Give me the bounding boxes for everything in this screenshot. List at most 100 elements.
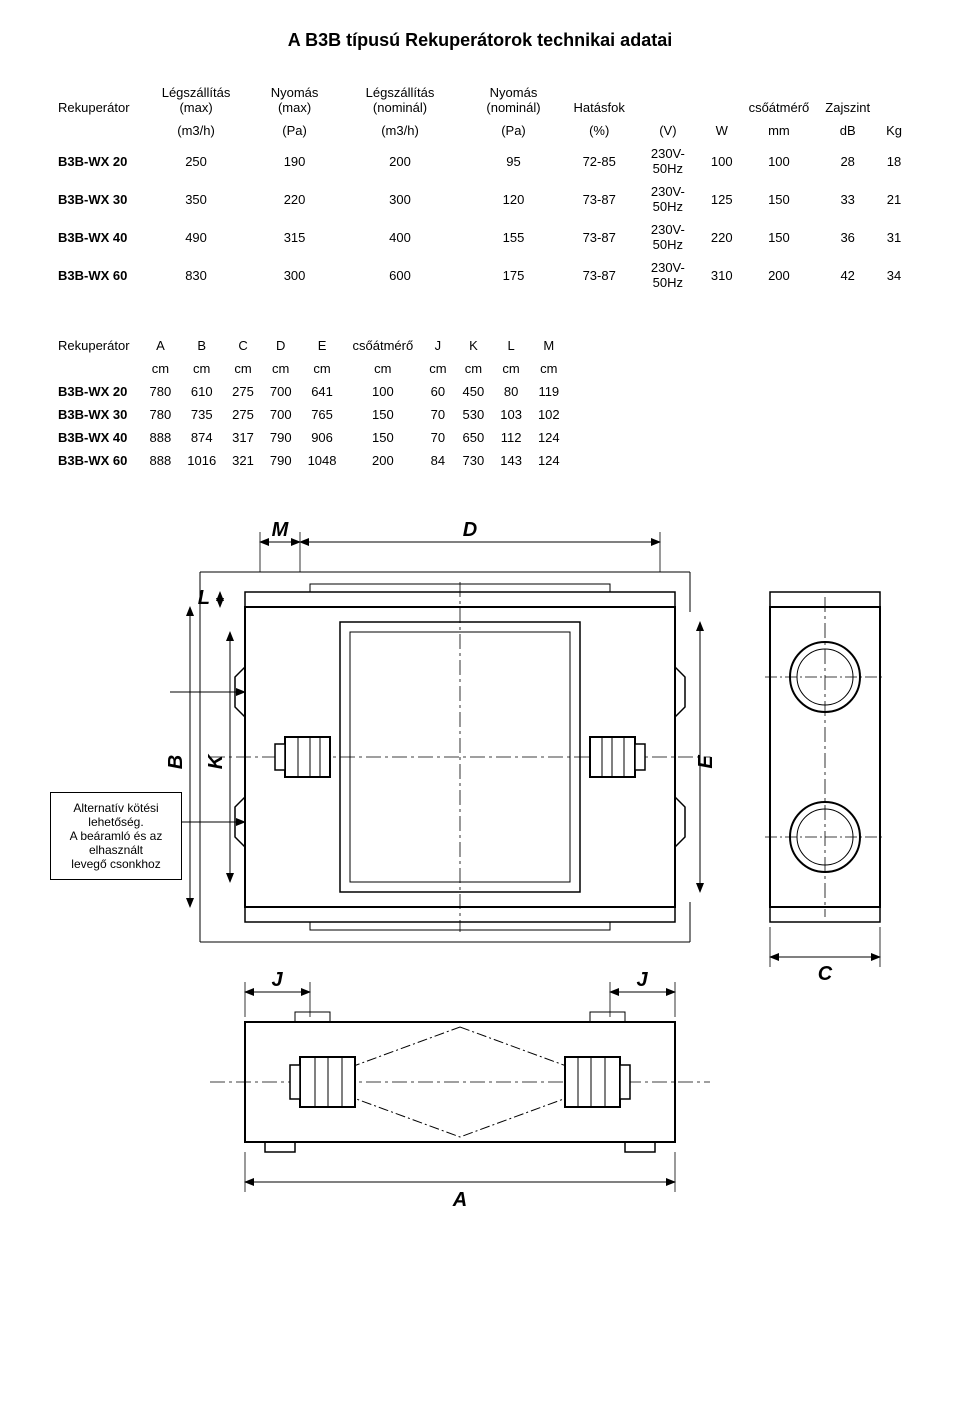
cell: 1016 [179, 449, 224, 472]
t2-u4: cm [262, 357, 300, 380]
t2-h1: A [142, 334, 180, 357]
t1-u0 [50, 119, 142, 142]
note-line: elhasznált [89, 843, 143, 857]
t2-u1: cm [142, 357, 180, 380]
t2-u9: cm [492, 357, 530, 380]
cell: 125 [703, 180, 741, 218]
cell: 124 [530, 426, 568, 449]
cell: 220 [251, 180, 339, 218]
t2-u8: cm [455, 357, 493, 380]
t2-h7: J [421, 334, 454, 357]
cell: 610 [179, 380, 224, 403]
cell: B3B-WX 30 [50, 403, 142, 426]
cell: 119 [530, 380, 568, 403]
cell: 700 [262, 380, 300, 403]
cell: B3B-WX 60 [50, 256, 142, 294]
t2-h4: D [262, 334, 300, 357]
cell: 18 [878, 142, 910, 180]
cell: 72-85 [566, 142, 633, 180]
alternative-connection-note: Alternatív kötési lehetőség. A beáramló … [50, 792, 182, 880]
cell: 450 [455, 380, 493, 403]
cell: 830 [142, 256, 251, 294]
t1-u2: (Pa) [251, 119, 339, 142]
t2-u2: cm [179, 357, 224, 380]
cell: 73-87 [566, 218, 633, 256]
cell: 700 [262, 403, 300, 426]
t2-u6: cm [345, 357, 422, 380]
cell: 888 [142, 426, 180, 449]
cell: 100 [741, 142, 818, 180]
technical-drawing: Alternatív kötési lehetőség. A beáramló … [50, 512, 910, 1212]
cell: 190 [251, 142, 339, 180]
svg-text:E: E [695, 755, 717, 769]
t2-h8: K [455, 334, 493, 357]
cell: 112 [492, 426, 530, 449]
cell: 230V-50Hz [633, 256, 703, 294]
cell: B3B-WX 30 [50, 180, 142, 218]
t1-h4: Nyomás (nominál) [461, 81, 565, 119]
cell: 200 [339, 142, 462, 180]
spec-table-2: Rekuperátor A B C D E csőátmérő J K L M … [50, 334, 568, 472]
table-row: B3B-WX 4049031540015573-87230V-50Hz22015… [50, 218, 910, 256]
cell: 70 [421, 403, 454, 426]
svg-text:D: D [463, 519, 477, 541]
svg-text:J: J [636, 969, 648, 991]
cell: 888 [142, 449, 180, 472]
t2-h0: Rekuperátor [50, 334, 142, 357]
t2-u3: cm [224, 357, 262, 380]
cell: 641 [300, 380, 345, 403]
svg-text:M: M [272, 519, 290, 541]
t1-u8: mm [741, 119, 818, 142]
cell: 33 [817, 180, 878, 218]
cell: 80 [492, 380, 530, 403]
cell: 275 [224, 403, 262, 426]
cell: 317 [224, 426, 262, 449]
cell: 34 [878, 256, 910, 294]
page-title: A B3B típusú Rekuperátorok technikai ada… [50, 30, 910, 51]
t2-u7: cm [421, 357, 454, 380]
cell: 175 [461, 256, 565, 294]
cell: 28 [817, 142, 878, 180]
table-row: B3B-WX 202501902009572-85230V-50Hz100100… [50, 142, 910, 180]
cell: 220 [703, 218, 741, 256]
t1-u3: (m3/h) [339, 119, 462, 142]
cell: 230V-50Hz [633, 142, 703, 180]
t1-u5: (%) [566, 119, 633, 142]
t1-h3: Légszállítás (nominál) [339, 81, 462, 119]
cell: 100 [703, 142, 741, 180]
cell: 42 [817, 256, 878, 294]
cell: 124 [530, 449, 568, 472]
note-line: A beáramló és az [70, 829, 163, 843]
t1-u6: (V) [633, 119, 703, 142]
table-row: B3B-WX 3035022030012073-87230V-50Hz12515… [50, 180, 910, 218]
t1-h6 [633, 81, 703, 119]
cell: 230V-50Hz [633, 218, 703, 256]
note-line: Alternatív kötési [73, 801, 158, 815]
cell: 300 [251, 256, 339, 294]
svg-text:J: J [271, 969, 283, 991]
cell: 490 [142, 218, 251, 256]
cell: 150 [741, 180, 818, 218]
cell: 310 [703, 256, 741, 294]
t1-h2: Nyomás (max) [251, 81, 339, 119]
cell: 70 [421, 426, 454, 449]
cell: 300 [339, 180, 462, 218]
cell: B3B-WX 40 [50, 426, 142, 449]
svg-text:B: B [165, 755, 187, 769]
t1-h7 [703, 81, 741, 119]
cell: 200 [345, 449, 422, 472]
cell: 650 [455, 426, 493, 449]
note-line: lehetőség. [88, 815, 143, 829]
cell: 103 [492, 403, 530, 426]
spec-table-1: Rekuperátor Légszállítás (max) Nyomás (m… [50, 81, 910, 294]
t2-u0 [50, 357, 142, 380]
t1-h10 [878, 81, 910, 119]
cell: B3B-WX 60 [50, 449, 142, 472]
cell: 155 [461, 218, 565, 256]
t2-h9: L [492, 334, 530, 357]
cell: 150 [741, 218, 818, 256]
t1-u7: W [703, 119, 741, 142]
t1-h0: Rekuperátor [50, 81, 142, 119]
cell: 73-87 [566, 256, 633, 294]
note-line: levegő csonkhoz [71, 857, 160, 871]
